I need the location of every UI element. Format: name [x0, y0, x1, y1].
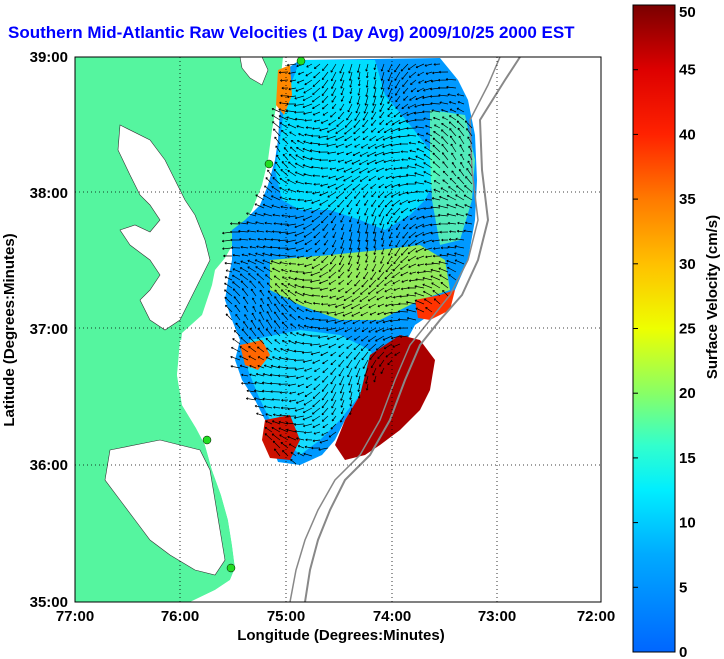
chart-title: Southern Mid-Atlantic Raw Velocities (1 … [8, 23, 575, 42]
velocity-red-east [415, 290, 455, 320]
colorbar-tick-label: 25 [679, 321, 696, 338]
velocity-yellow-band [270, 245, 450, 320]
x-tick-label: 76:00 [161, 608, 199, 625]
x-tick-label: 77:00 [56, 608, 94, 625]
colorbar [632, 4, 676, 653]
velocity-cyan [275, 60, 440, 230]
y-tick-label: 36:00 [30, 457, 68, 474]
station-marker [264, 159, 274, 169]
x-tick-label: 72:00 [577, 608, 615, 625]
velocity-orange-coast [240, 340, 270, 370]
y-tick-label: 35:00 [30, 594, 68, 611]
velocity-arrow-paths [221, 63, 473, 465]
pamlico-sound [104, 439, 226, 576]
y-tick-label: 38:00 [30, 185, 68, 202]
colorbar-label: Surface Velocity (cm/s) [704, 215, 721, 379]
y-axis: 39:00 38:00 37:00 36:00 35:00 [30, 49, 68, 611]
plot-frame [74, 56, 602, 603]
x-tick-label: 73:00 [478, 608, 516, 625]
x-axis-label: Longitude (Degrees:Minutes) [237, 627, 445, 644]
colorbar-tick-label: 0 [679, 644, 687, 659]
isobath-line-inner [289, 57, 501, 602]
colorbar-tick-label: 5 [679, 579, 687, 596]
coastal-water [177, 340, 260, 602]
colorbar-tick-label: 20 [679, 385, 696, 402]
chesapeake-bay [117, 124, 211, 331]
colorbar-tick-label: 30 [679, 256, 696, 273]
x-tick-label: 75:00 [267, 608, 305, 625]
y-tick-label: 39:00 [30, 49, 68, 66]
colorbar-tick-label: 45 [679, 62, 696, 79]
y-tick-label: 37:00 [30, 321, 68, 338]
isobath-line [304, 57, 521, 602]
velocity-arrows [221, 63, 473, 465]
colorbar-tick-label: 50 [679, 4, 696, 21]
station-marker [202, 435, 212, 445]
velocity-red-sw [262, 415, 300, 460]
colorbar-ticks: 0 5 10 15 20 25 30 35 40 45 50 [633, 4, 696, 659]
grid [75, 57, 601, 602]
station-marker [226, 563, 236, 573]
delaware-bay [239, 57, 269, 86]
y-axis-label: Latitude (Degrees:Minutes) [1, 233, 18, 426]
station-marker [296, 57, 306, 66]
colorbar-tick-label: 35 [679, 191, 696, 208]
colorbar-tick-label: 15 [679, 450, 696, 467]
x-axis: 77:00 76:00 75:00 74:00 73:00 72:00 [56, 608, 615, 625]
x-tick-label: 74:00 [373, 608, 411, 625]
colorbar-tick-label: 40 [679, 126, 696, 143]
colorbar-tick-label: 10 [679, 515, 696, 532]
